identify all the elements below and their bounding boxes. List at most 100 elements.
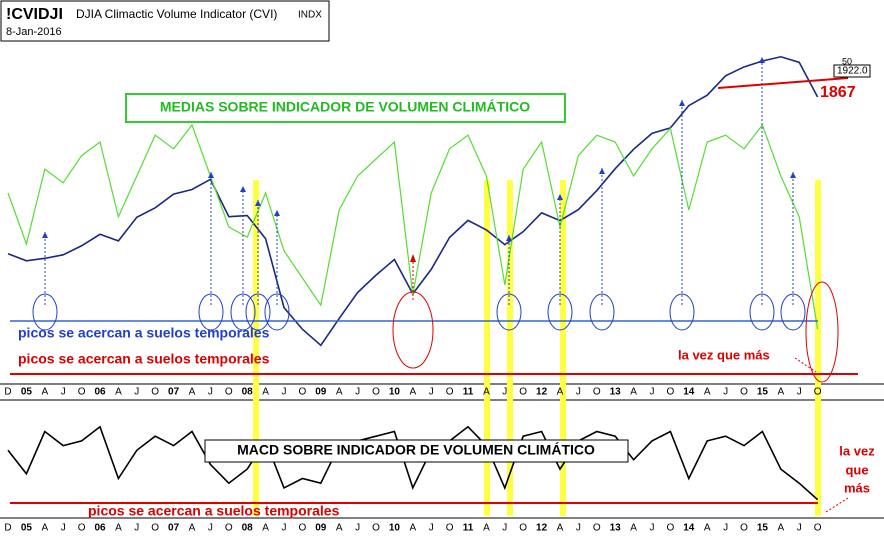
x-tick-label: 07 <box>168 387 180 398</box>
x-tick-label: J <box>723 387 728 398</box>
circle <box>230 293 256 331</box>
title-box <box>125 93 566 123</box>
x-tick-label: A <box>630 523 637 534</box>
x-tick-label: J <box>429 523 434 534</box>
ma-label: 50 <box>842 56 852 66</box>
title-box <box>204 439 629 463</box>
note: más <box>844 480 870 495</box>
x-tick-label: 10 <box>389 387 401 398</box>
x-tick-label: O <box>814 387 822 398</box>
x-tick-label: 09 <box>315 523 327 534</box>
x-tick-label: A <box>41 523 48 534</box>
x-tick-label: A <box>115 387 122 398</box>
x-tick-label: O <box>519 523 527 534</box>
x-tick-label: 05 <box>21 523 33 534</box>
note: que <box>845 462 868 477</box>
x-tick-label: 14 <box>683 523 695 534</box>
exchange: INDX <box>298 10 322 21</box>
highlight-bar <box>815 180 821 516</box>
panel-title: MEDIAS SOBRE INDICADOR DE VOLUMEN CLIMÁT… <box>160 99 530 115</box>
x-tick-label: J <box>502 387 507 398</box>
x-tick-label: O <box>299 387 307 398</box>
header-box <box>0 0 330 42</box>
x-tick-label: J <box>355 387 360 398</box>
date: 8-Jan-2016 <box>6 26 62 38</box>
support-line <box>717 77 849 89</box>
x-tick-label: 15 <box>757 387 769 398</box>
x-tick-label: J <box>282 387 287 398</box>
x-tick-label: A <box>777 523 784 534</box>
note: la vez <box>839 443 875 458</box>
x-tick-label: 12 <box>536 387 548 398</box>
x-tick-label: A <box>557 387 564 398</box>
circle <box>264 293 290 331</box>
x-tick-label: A <box>704 387 711 398</box>
arrow-head <box>759 57 765 63</box>
x-tick-label: 14 <box>683 387 695 398</box>
x-tick-label: O <box>151 387 159 398</box>
arrow-head <box>255 200 261 206</box>
x-tick-label: J <box>723 523 728 534</box>
x-tick-label: O <box>225 387 233 398</box>
circle <box>496 293 522 331</box>
x-tick-label: O <box>814 523 822 534</box>
arrow-head <box>240 186 246 192</box>
support-label: 1867 <box>820 84 856 101</box>
highlight-bars <box>253 180 821 516</box>
x-tick-label: J <box>502 523 507 534</box>
x-tick-label: J <box>355 523 360 534</box>
plot: D 05 A J O 06 A J O 07 A J O 08 A J O 09 A J O 10 A J O 11 A J O 12 A J… <box>4 55 822 534</box>
x-tick-label: J <box>576 387 581 398</box>
x-tick-label: O <box>446 523 454 534</box>
last-label: 1922.0 <box>837 66 868 77</box>
highlight-bar <box>560 180 566 516</box>
x-tick-label: J <box>134 387 139 398</box>
x-tick-label: O <box>78 387 86 398</box>
x-tick-label: A <box>262 387 269 398</box>
x-tick-label: 10 <box>389 523 401 534</box>
note: picos se acercan a suelos temporales <box>88 503 340 519</box>
arrow-head <box>410 254 416 262</box>
note: la vez que más <box>678 347 770 362</box>
x-tick-label: O <box>593 387 601 398</box>
x-tick-label: J <box>650 523 655 534</box>
arrow-head <box>557 194 563 200</box>
x-tick-label: O <box>740 387 748 398</box>
x-tick-label: J <box>208 523 213 534</box>
x-tick-label: 07 <box>168 523 180 534</box>
circle <box>669 293 695 331</box>
arrow-head <box>506 235 512 241</box>
x-tick-label: A <box>557 523 564 534</box>
arrow-head <box>790 172 796 178</box>
x-tick-label: O <box>446 387 454 398</box>
symbol: !CVIDJI <box>6 6 63 23</box>
x-tick-label: 08 <box>242 523 254 534</box>
x-tick-label: O <box>740 523 748 534</box>
x-tick-label: J <box>797 387 802 398</box>
x-tick-label: A <box>336 523 343 534</box>
circle <box>805 281 839 383</box>
arrow-head <box>274 210 280 216</box>
highlight-bar <box>484 180 490 516</box>
x-tick-label: J <box>650 387 655 398</box>
x-tick-label: 06 <box>94 523 106 534</box>
x-tick-label: 11 <box>463 523 474 534</box>
arrow <box>825 497 849 513</box>
x-tick-label: 05 <box>21 387 33 398</box>
arrow <box>794 357 817 373</box>
circle <box>32 293 58 331</box>
x-tick-label: 06 <box>94 387 106 398</box>
x-tick-label: A <box>483 523 490 534</box>
circle <box>245 293 271 331</box>
arrow-head <box>208 172 214 178</box>
x-tick-label: 15 <box>757 523 769 534</box>
x-tick-label: A <box>777 387 784 398</box>
x-tick-label: O <box>593 523 601 534</box>
x-tick-label: J <box>134 523 139 534</box>
x-tick-label: A <box>262 523 269 534</box>
x-tick-label: O <box>151 523 159 534</box>
arrow-head <box>679 100 685 106</box>
x-tick-label: J <box>797 523 802 534</box>
x-tick-label: O <box>372 387 380 398</box>
